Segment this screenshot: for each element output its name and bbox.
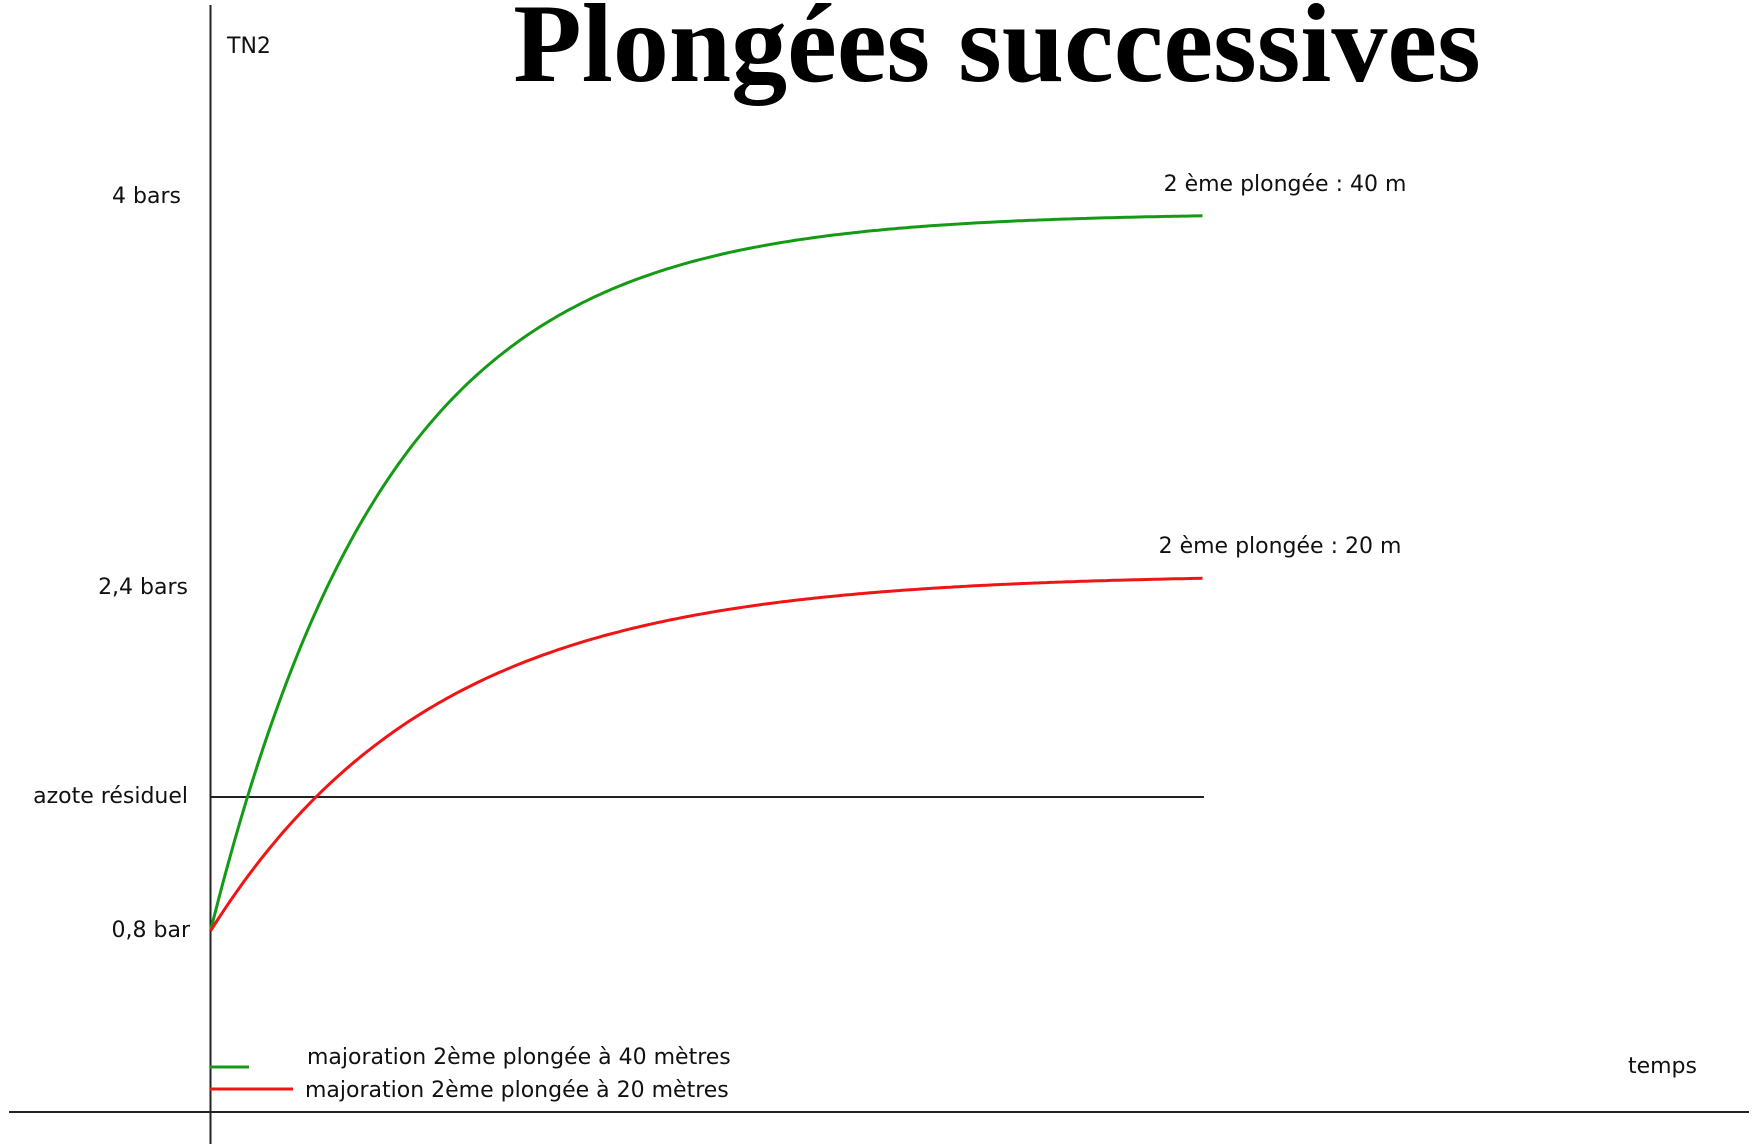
curve-label: 2 ème plongée : 40 m (1164, 172, 1407, 197)
y-label: azote résiduel (33, 784, 188, 809)
y-label: 2,4 bars (98, 575, 188, 600)
title: Plongées successives (513, 0, 1480, 106)
y-label: 0,8 bar (112, 918, 191, 943)
curve (209, 576, 1203, 932)
curve-label: 2 ème plongée : 20 m (1159, 534, 1402, 559)
y-axis-label: TN2 (226, 34, 271, 59)
curve (209, 214, 1203, 932)
x-axis-label: temps (1628, 1054, 1697, 1079)
y-label: 4 bars (112, 184, 181, 209)
legend-label: majoration 2ème plongée à 40 mètres (307, 1045, 731, 1070)
legend-label: majoration 2ème plongée à 20 mètres (305, 1078, 729, 1103)
